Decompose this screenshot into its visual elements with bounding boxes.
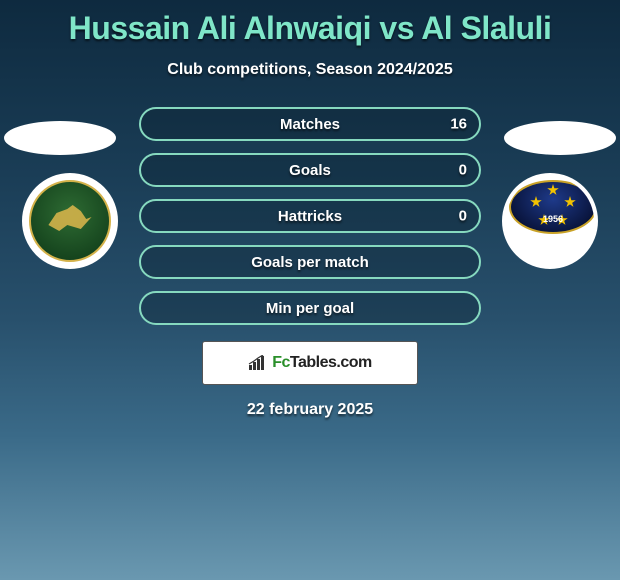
stat-row-matches: Matches 16 [139,107,481,141]
stat-label: Min per goal [266,300,354,317]
stat-right-value: 0 [459,208,467,225]
star-cluster-icon [528,182,578,232]
stats-list: Matches 16 Goals 0 Hattricks 0 Goals per… [139,107,481,325]
brand-box[interactable]: FcTables.com [202,341,418,385]
chart-icon [248,355,268,371]
stat-row-goals-per-match: Goals per match [139,245,481,279]
stat-right-value: 0 [459,162,467,179]
player-photo-left [4,121,116,155]
date-label: 22 february 2025 [0,401,620,419]
brand-prefix: Fc [272,354,290,371]
stat-label: Goals per match [251,254,369,271]
club-year: 1956 [511,214,595,224]
eagle-icon [43,201,97,241]
stat-row-goals: Goals 0 [139,153,481,187]
club-badge-left [22,173,118,269]
club-badge-right: 1956 [502,173,598,269]
stat-label: Matches [280,116,340,133]
stat-label: Hattricks [278,208,342,225]
brand-suffix: Tables.com [290,354,372,371]
player-photo-right [504,121,616,155]
stat-label: Goals [289,162,331,179]
stat-row-min-per-goal: Min per goal [139,291,481,325]
stat-right-value: 16 [450,116,467,133]
stat-row-hattricks: Hattricks 0 [139,199,481,233]
subtitle: Club competitions, Season 2024/2025 [0,61,620,79]
page-title: Hussain Ali Alnwaiqi vs Al Slaluli [0,0,620,47]
brand-text: FcTables.com [272,354,372,372]
